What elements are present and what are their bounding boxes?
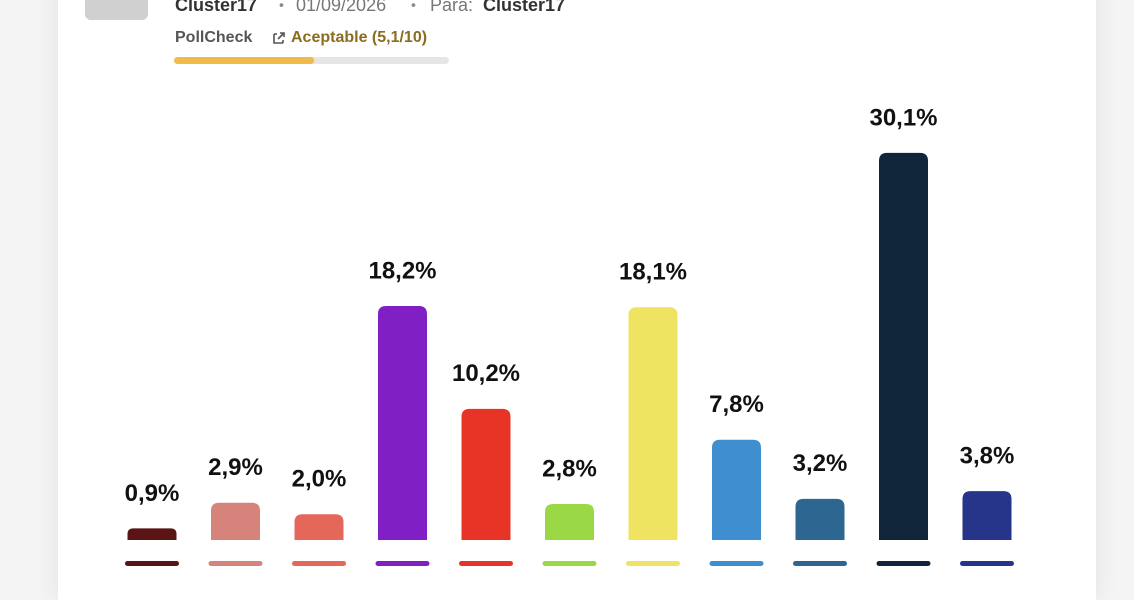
bar (378, 305, 427, 540)
value-label: 18,2% (368, 257, 436, 284)
value-label: 30,1% (869, 104, 937, 131)
bar (795, 498, 845, 540)
value-label: 3,2% (793, 450, 848, 477)
poll-view: Cluster17 • 01/09/2026 • Para: Cluster17… (85, 0, 1015, 566)
bar (712, 439, 761, 540)
rating-label: Aceptable (5,1/10) (291, 29, 427, 46)
value-label: 3,8% (960, 442, 1015, 469)
separator: • (279, 0, 284, 13)
party-swatch (626, 561, 680, 566)
for-label: Para: (430, 0, 473, 15)
value-label: 0,9% (125, 480, 180, 507)
rating-fill (174, 57, 315, 64)
party-swatch (542, 561, 597, 566)
party-swatch (125, 561, 179, 566)
value-label: 2,8% (542, 455, 597, 482)
bar (628, 307, 678, 540)
bar (294, 514, 344, 540)
value-label: 7,8% (709, 391, 764, 418)
party-swatch (793, 561, 847, 566)
bar (461, 408, 511, 540)
pollster-logo (85, 0, 148, 20)
value-label: 2,9% (208, 454, 263, 481)
bar (127, 528, 177, 540)
sponsor[interactable]: Cluster17 (483, 0, 565, 15)
date: 01/09/2026 (296, 0, 386, 15)
bar (545, 503, 594, 540)
page: Cluster17 • 01/09/2026 • Para: Cluster17… (58, 0, 1096, 600)
party-swatch (876, 561, 931, 566)
party-swatch (960, 561, 1014, 566)
bar (211, 502, 260, 540)
value-label: 2,0% (292, 466, 347, 493)
party-swatch (292, 561, 346, 566)
bar (879, 152, 928, 540)
source-link[interactable]: PollCheck (175, 29, 252, 46)
party-swatch (709, 561, 764, 566)
value-label: 10,2% (452, 360, 520, 387)
pollster[interactable]: Cluster17 (175, 0, 257, 15)
party-swatch (459, 561, 513, 566)
party-swatch (375, 561, 430, 566)
external-link-icon[interactable] (273, 32, 285, 44)
value-label: 18,1% (619, 259, 687, 286)
bar (962, 491, 1012, 540)
party-swatch (208, 561, 263, 566)
separator: • (411, 0, 416, 13)
